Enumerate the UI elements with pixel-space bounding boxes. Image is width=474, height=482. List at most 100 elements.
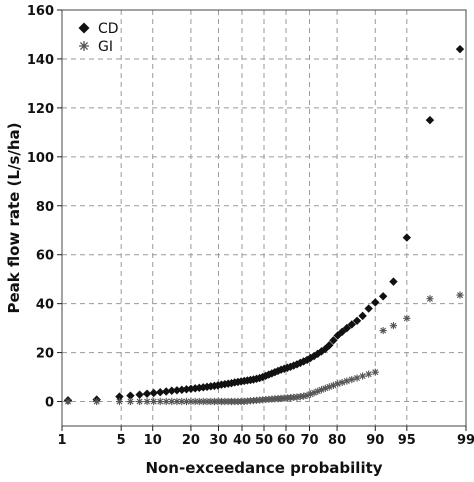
x-tick-label: 30	[209, 433, 227, 448]
legend-item-gi: GI	[79, 39, 113, 55]
data-point-gi	[156, 397, 164, 406]
data-point-gi	[325, 383, 333, 391]
y-tick-label: 20	[36, 347, 54, 362]
data-point-gi	[365, 370, 373, 378]
x-tick-label: 95	[398, 433, 416, 448]
x-tick-label: 10	[144, 433, 162, 448]
legend-marker-gi	[79, 41, 89, 51]
data-point-gi	[303, 391, 311, 400]
data-point-gi	[173, 397, 181, 406]
data-point-gi	[379, 326, 387, 335]
x-tick-label: 90	[366, 433, 384, 448]
x-tick-label: 40	[233, 433, 251, 448]
data-point-cd	[186, 384, 196, 394]
series-gi	[64, 291, 464, 406]
x-tick-label: 70	[300, 433, 318, 448]
data-point-gi	[338, 378, 346, 387]
data-point-cd	[156, 388, 165, 397]
y-tick-label: 100	[27, 151, 54, 166]
data-point-gi	[191, 397, 199, 406]
data-point-gi	[168, 397, 176, 406]
data-point-cd	[402, 233, 412, 242]
data-point-gi	[314, 387, 322, 395]
data-point-cd	[142, 389, 152, 398]
data-point-gi	[329, 381, 338, 389]
series-cd	[63, 44, 465, 405]
data-point-cd	[371, 298, 380, 307]
data-point-cd	[172, 386, 182, 395]
data-point-gi	[403, 314, 411, 322]
data-point-cd	[149, 388, 158, 398]
data-point-cd	[161, 387, 171, 396]
data-point-gi	[143, 397, 151, 406]
y-tick-label: 80	[36, 200, 54, 215]
data-point-gi	[207, 397, 215, 406]
data-point-gi	[389, 322, 398, 330]
data-point-gi	[426, 295, 434, 303]
data-point-gi	[162, 397, 170, 406]
grid	[61, 9, 467, 426]
data-point-cd	[135, 390, 144, 399]
data-point-cd	[167, 386, 176, 395]
x-tick-label: 80	[328, 433, 346, 448]
data-point-gi	[371, 368, 379, 376]
data-point-gi	[353, 374, 361, 382]
x-tick-label: 5	[117, 433, 126, 448]
y-tick-label: 40	[36, 298, 54, 313]
x-tick-label: 20	[182, 433, 200, 448]
y-tick-label: 140	[27, 53, 54, 68]
data-point-gi	[321, 384, 329, 392]
data-point-gi	[317, 386, 326, 394]
data-point-gi	[456, 291, 464, 299]
data-point-gi	[64, 397, 72, 406]
legend: CD GI	[78, 21, 119, 55]
legend-item-cd: CD	[78, 21, 119, 37]
y-tick-label: 0	[45, 396, 54, 411]
data-point-gi	[178, 397, 186, 406]
data-point-cd	[455, 44, 465, 54]
legend-label-gi: GI	[98, 39, 113, 55]
data-point-gi	[126, 397, 135, 406]
data-point-cd	[342, 323, 352, 333]
data-point-cd	[329, 336, 338, 345]
y-tick-label: 60	[36, 249, 54, 264]
y-axis-ticks: 0 20 40 60 80 100 120 140 160	[27, 4, 62, 411]
data-point-gi	[359, 372, 367, 380]
data-point-cd	[126, 391, 135, 400]
data-point-gi	[93, 397, 101, 406]
data-point-cd	[177, 385, 187, 394]
data-point-gi	[300, 392, 308, 400]
data-point-gi	[306, 390, 315, 398]
data-point-cd	[389, 277, 398, 286]
data-point-gi	[199, 397, 207, 406]
data-point-gi	[195, 397, 203, 406]
legend-label-cd: CD	[98, 21, 119, 37]
x-tick-label: 50	[255, 433, 273, 448]
x-axis-ticks: 1 5 10 20 30 40 50 60 70 80 90 95 99	[57, 426, 474, 448]
data-point-cd	[364, 304, 373, 313]
data-point-gi	[150, 397, 158, 406]
data-point-gi	[334, 380, 342, 388]
data-point-cd	[347, 320, 356, 329]
data-point-cd	[425, 115, 435, 125]
y-axis-title: Peak flow rate (L/s/ha)	[5, 122, 23, 313]
data-point-gi	[115, 397, 124, 406]
data-point-cd	[325, 341, 334, 350]
data-point-gi	[182, 397, 191, 406]
data-point-gi	[310, 389, 318, 397]
data-point-cd	[358, 311, 367, 321]
y-tick-label: 120	[27, 102, 54, 117]
data-point-gi	[343, 377, 351, 385]
data-point-gi	[136, 397, 144, 406]
data-series	[63, 44, 465, 406]
data-point-cd	[352, 316, 362, 325]
y-tick-label: 160	[27, 4, 54, 19]
x-tick-label: 99	[457, 433, 474, 448]
data-point-gi	[348, 375, 356, 384]
x-tick-label: 60	[277, 433, 295, 448]
x-tick-label: 1	[57, 433, 66, 448]
x-axis-title: Non-exceedance probability	[145, 459, 382, 477]
legend-marker-cd	[78, 22, 90, 34]
